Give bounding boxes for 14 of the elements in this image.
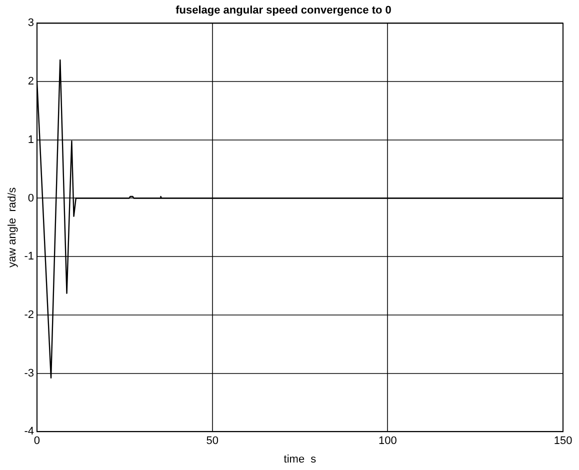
x-tick-label: 150	[554, 435, 572, 448]
y-tick-label: 0	[28, 192, 34, 204]
x-tick-label: 50	[206, 435, 218, 448]
y-axis-title: yaw angle rad/s	[6, 186, 19, 268]
x-tick-label: 100	[378, 435, 397, 448]
y-tick-label: -3	[24, 367, 34, 380]
y-tick-label: -1	[24, 250, 34, 263]
y-tick-label: 1	[28, 134, 34, 146]
x-axis-title: time s	[284, 453, 317, 466]
y-tick-label: -2	[24, 308, 34, 321]
chart-title: fuselage angular speed convergence to 0	[176, 4, 392, 17]
y-tick-label: 2	[28, 76, 34, 88]
y-tick-label: -4	[24, 426, 34, 438]
y-tick-label: 3	[28, 17, 34, 30]
